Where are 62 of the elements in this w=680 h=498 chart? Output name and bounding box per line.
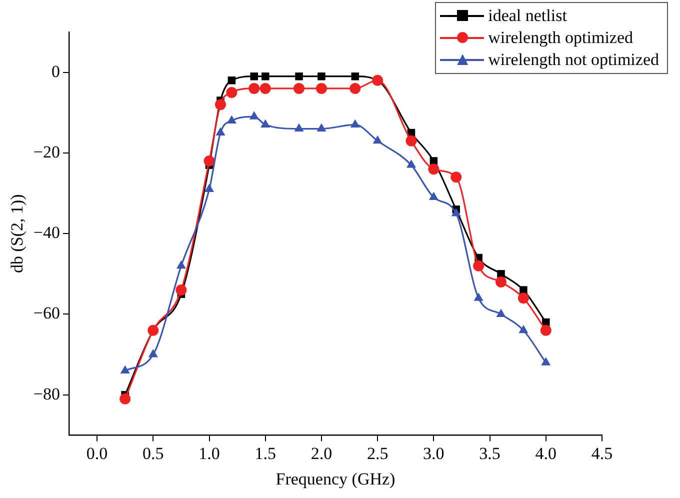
x-tick-label: 1.5 xyxy=(254,444,276,463)
x-tick-label: 3.0 xyxy=(423,444,444,463)
y-tick-label: −20 xyxy=(33,142,60,162)
point xyxy=(518,324,528,334)
point xyxy=(496,276,507,288)
point xyxy=(473,260,484,272)
point xyxy=(350,119,360,128)
point xyxy=(294,123,304,132)
point xyxy=(350,82,361,94)
point xyxy=(318,72,326,80)
point xyxy=(496,308,506,317)
point xyxy=(248,82,260,94)
point xyxy=(316,82,327,94)
point xyxy=(518,292,529,304)
x-tick-label: 0.5 xyxy=(142,444,164,463)
point xyxy=(226,86,238,98)
y-tick-label: −40 xyxy=(33,223,60,242)
point xyxy=(226,115,236,124)
legend-label: wirelength not optimized xyxy=(488,49,659,71)
point xyxy=(260,82,271,94)
x-tick-label: 2.0 xyxy=(310,444,332,463)
point xyxy=(540,324,552,336)
x-tick-label: 4.0 xyxy=(535,444,557,463)
point xyxy=(120,365,130,374)
point xyxy=(450,172,462,183)
x-tick-label: 0.0 xyxy=(86,444,108,463)
point xyxy=(216,127,226,136)
point xyxy=(120,393,131,404)
y-tick-label: −60 xyxy=(33,304,60,323)
x-tick-label: 1.0 xyxy=(198,444,220,463)
point xyxy=(351,72,360,80)
point xyxy=(204,156,215,167)
point xyxy=(214,99,226,110)
point xyxy=(176,260,186,269)
point xyxy=(261,72,270,80)
point xyxy=(406,160,416,168)
x-axis-title: Frequency (GHz) xyxy=(276,469,396,488)
point xyxy=(260,119,270,128)
y-axis-title: db (S(2, 1)) xyxy=(8,194,27,274)
point xyxy=(148,349,158,358)
point xyxy=(204,184,214,192)
point xyxy=(474,292,484,301)
point xyxy=(316,123,326,132)
x-tick-label: 3.5 xyxy=(479,444,500,463)
x-tick-label: 4.5 xyxy=(591,444,613,463)
legend-label: ideal netlist xyxy=(488,5,567,27)
y-tick-label: 0 xyxy=(51,62,60,81)
y-tick-label: −80 xyxy=(33,384,60,404)
point xyxy=(250,72,258,80)
point xyxy=(176,284,187,296)
point xyxy=(428,192,438,200)
x-tick-label: 2.5 xyxy=(366,444,388,463)
point xyxy=(294,82,305,94)
point xyxy=(295,72,303,80)
point xyxy=(451,208,461,216)
point xyxy=(372,135,382,144)
point xyxy=(541,357,551,366)
point xyxy=(406,135,417,146)
point xyxy=(249,111,259,120)
legend-label: wirelength optimized xyxy=(488,27,634,49)
point xyxy=(228,76,236,84)
point xyxy=(428,164,440,175)
